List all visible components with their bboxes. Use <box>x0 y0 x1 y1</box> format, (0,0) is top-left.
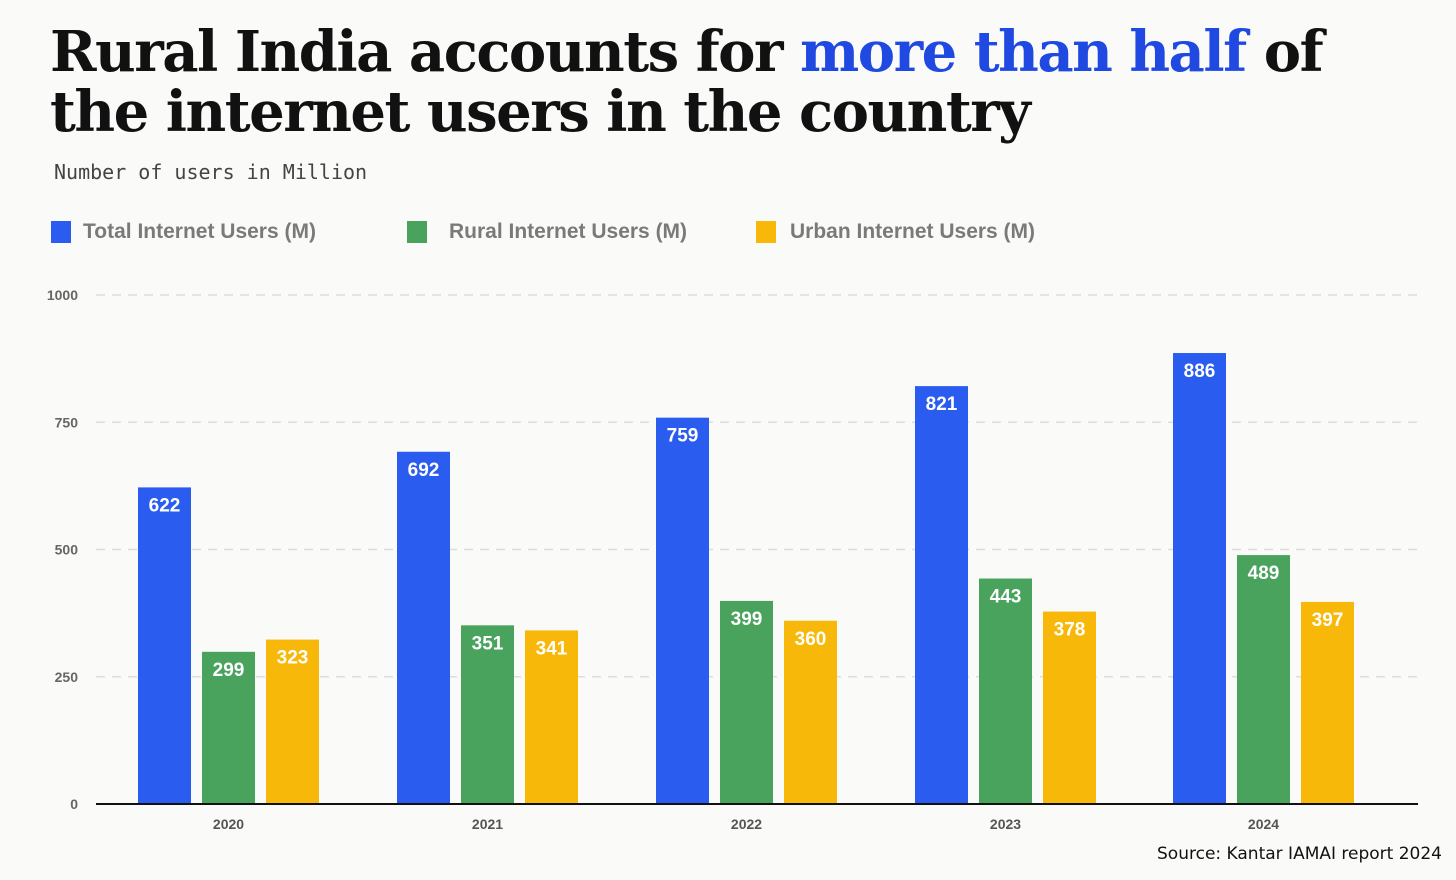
data-label: 622 <box>149 495 181 516</box>
legend-label-rural: Rural Internet Users (M) <box>449 220 688 243</box>
data-label: 692 <box>408 460 440 481</box>
data-label: 360 <box>795 629 827 650</box>
bar <box>202 651 255 804</box>
y-tick-label: 750 <box>55 414 79 430</box>
bar <box>720 600 773 804</box>
bar <box>1237 555 1290 804</box>
x-tick-label: 2024 <box>1248 816 1279 832</box>
bar <box>979 578 1032 804</box>
legend-item-total: Total Internet Users (M) <box>51 218 316 246</box>
bar <box>1301 601 1354 804</box>
data-label: 323 <box>277 648 309 669</box>
x-tick-label: 2021 <box>472 816 503 832</box>
y-tick-label: 500 <box>55 542 79 558</box>
bar <box>784 620 837 804</box>
data-label: 759 <box>667 426 699 447</box>
bar <box>915 386 968 804</box>
y-tick-label: 1000 <box>47 287 78 303</box>
legend-item-rural: Rural Internet Users (M) <box>407 218 687 246</box>
legend-label-urban: Urban Internet Users (M) <box>790 220 1036 243</box>
x-tick-label: 2022 <box>731 816 762 832</box>
bar-chart: 0 250 500 750 1000 622 299 323 2020 692 351 341 2021… <box>47 287 1418 832</box>
data-label: 886 <box>1184 361 1216 382</box>
title-part-2: of the internet users in the country <box>50 19 1324 145</box>
bar <box>397 451 450 804</box>
data-label: 443 <box>990 587 1022 608</box>
x-tick-label: 2023 <box>990 816 1021 832</box>
y-tick-label: 0 <box>70 796 78 812</box>
bar <box>1043 611 1096 804</box>
legend-swatch-total <box>51 221 71 243</box>
data-label: 341 <box>536 638 568 659</box>
legend-item-urban: Urban Internet Users (M) <box>756 218 1035 246</box>
y-tick-label: 250 <box>55 669 79 685</box>
data-label: 489 <box>1248 563 1280 584</box>
bar <box>656 417 709 804</box>
data-label: 378 <box>1054 620 1086 641</box>
source-note: Source: Kantar IAMAI report 2024 <box>1157 844 1442 864</box>
data-label: 399 <box>731 609 763 630</box>
bar <box>266 639 319 804</box>
data-label: 397 <box>1312 610 1344 631</box>
bar <box>525 630 578 804</box>
bar <box>138 487 191 804</box>
legend-swatch-rural <box>407 221 427 243</box>
chart-title: Rural India accounts for more than half … <box>50 22 1350 142</box>
data-label: 299 <box>213 660 245 681</box>
data-label: 351 <box>472 633 504 654</box>
chart-subtitle: Number of users in Million <box>54 160 368 184</box>
title-part-1: Rural India accounts for <box>50 19 801 85</box>
bar <box>1173 353 1226 804</box>
data-label: 821 <box>926 394 958 415</box>
legend-label-total: Total Internet Users (M) <box>83 220 316 243</box>
bar <box>461 625 514 804</box>
title-highlight: more than half <box>800 19 1247 85</box>
x-tick-label: 2020 <box>213 816 244 832</box>
legend-swatch-urban <box>756 221 776 243</box>
